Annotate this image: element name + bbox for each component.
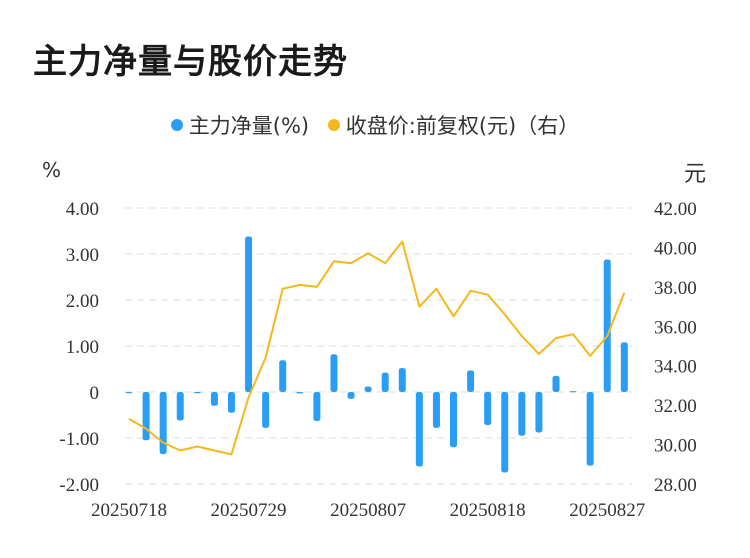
net-volume-bar[interactable] <box>125 392 133 394</box>
close-price-line[interactable] <box>128 240 626 456</box>
right-tick-label: 30.00 <box>654 436 697 457</box>
net-volume-bar[interactable] <box>586 392 594 466</box>
left-tick-label: 1.00 <box>66 337 99 358</box>
left-tick-label: -1.00 <box>59 429 99 450</box>
net-volume-bar[interactable] <box>415 392 423 467</box>
left-tick-label: -2.00 <box>59 475 99 496</box>
right-tick-label: 40.00 <box>654 238 697 259</box>
net-volume-bar[interactable] <box>210 392 218 406</box>
net-volume-bar[interactable] <box>467 370 475 392</box>
x-tick-label: 20250827 <box>569 500 645 521</box>
net-volume-bar[interactable] <box>484 392 492 426</box>
x-axis: 20250718 20250729 20250807 20250818 20250827 <box>91 500 645 521</box>
legend-label-net-volume: 主力净量(%) <box>188 114 310 138</box>
left-tick-label: 4.00 <box>66 199 99 220</box>
right-tick-label: 42.00 <box>654 199 697 220</box>
left-axis: 4.00 3.00 2.00 1.00 0 -1.00 -2.00 <box>59 199 99 496</box>
x-tick-label: 20250729 <box>211 500 287 521</box>
net-volume-bar[interactable] <box>142 392 150 441</box>
right-axis: 42.00 40.00 38.00 36.00 34.00 32.00 30.00 28.00 <box>654 199 697 496</box>
left-tick-label: 2.00 <box>66 291 99 312</box>
net-volume-bar[interactable] <box>193 392 201 394</box>
x-tick-label: 20250818 <box>450 500 526 521</box>
page-title: 主力净量与股价走势 <box>33 42 348 82</box>
net-volume-bar[interactable] <box>330 354 338 392</box>
net-volume-bar[interactable] <box>518 392 526 436</box>
net-volume-bar[interactable] <box>227 392 235 413</box>
net-volume-bar[interactable] <box>620 342 628 392</box>
right-tick-label: 28.00 <box>654 475 697 496</box>
net-volume-bar[interactable] <box>603 259 611 392</box>
chart-legend: 主力净量(%) 收盘价:前复权(元)（右） <box>0 110 750 140</box>
right-axis-unit: 元 <box>684 162 707 187</box>
net-volume-bar[interactable] <box>569 391 577 393</box>
net-volume-bar[interactable] <box>176 392 184 421</box>
net-volume-bar[interactable] <box>279 360 287 392</box>
net-volume-bar[interactable] <box>347 392 355 399</box>
right-tick-label: 38.00 <box>654 278 697 299</box>
legend-label-close-price: 收盘价:前复权(元)（右） <box>345 114 580 138</box>
x-tick-label: 20250807 <box>330 500 406 521</box>
legend-item-close-price[interactable]: 收盘价:前复权(元)（右） <box>327 110 580 140</box>
net-volume-bar[interactable] <box>245 236 253 392</box>
net-volume-bar[interactable] <box>381 372 389 392</box>
net-volume-bar[interactable] <box>552 375 560 392</box>
net-volume-bar[interactable] <box>501 392 509 473</box>
right-tick-label: 36.00 <box>654 317 697 338</box>
net-volume-bar[interactable] <box>262 392 270 428</box>
right-tick-label: 32.00 <box>654 396 697 417</box>
x-tick-label: 20250718 <box>91 500 167 521</box>
left-axis-unit: % <box>42 158 62 182</box>
net-volume-bar[interactable] <box>313 392 321 421</box>
net-volume-bar[interactable] <box>398 368 406 392</box>
left-tick-label: 0 <box>90 383 100 404</box>
net-volume-bar[interactable] <box>296 392 304 394</box>
line-series <box>128 240 626 456</box>
net-volume-bar[interactable] <box>159 392 167 455</box>
left-tick-label: 3.00 <box>66 245 99 266</box>
net-volume-bar[interactable] <box>364 386 372 392</box>
legend-dot-net-volume <box>170 119 183 131</box>
bar-series <box>125 236 628 473</box>
legend-item-net-volume[interactable]: 主力净量(%) <box>170 110 310 140</box>
legend-dot-close-price <box>327 119 340 131</box>
net-volume-bar[interactable] <box>535 392 543 433</box>
grid-lines <box>125 207 632 485</box>
net-volume-bar[interactable] <box>450 392 458 448</box>
right-tick-label: 34.00 <box>654 357 697 378</box>
net-volume-bar[interactable] <box>432 392 440 428</box>
